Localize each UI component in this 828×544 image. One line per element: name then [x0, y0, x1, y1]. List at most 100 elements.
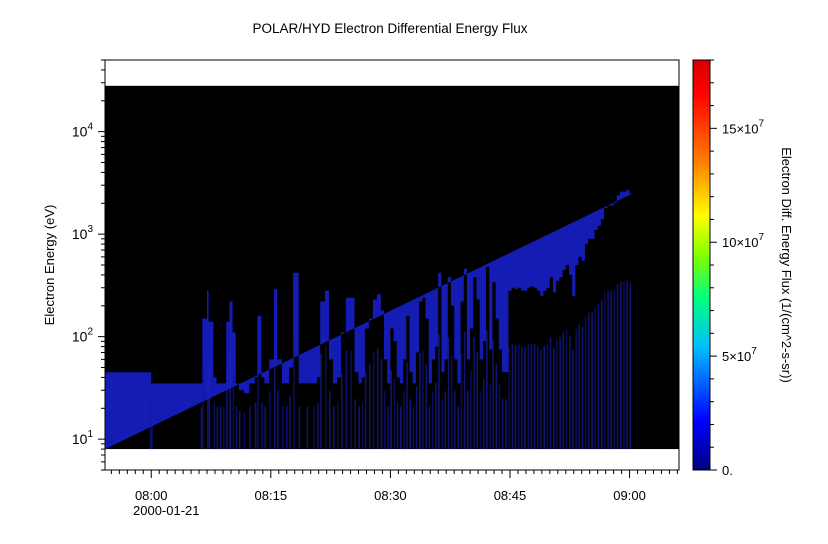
flux-texture-stripe [441, 399, 443, 450]
flux-texture-stripe [380, 359, 383, 450]
y-tick-label: 102 [72, 327, 94, 345]
flux-texture-stripe [235, 406, 238, 450]
flux-texture-stripe [581, 326, 584, 450]
flux-texture-stripe [422, 350, 424, 450]
flux-texture-stripe [492, 340, 494, 450]
flux-texture-stripe [325, 346, 327, 450]
flux-texture-stripe [444, 390, 447, 450]
flux-texture-stripe [387, 406, 389, 450]
flux-texture-stripe [396, 402, 399, 450]
flux-texture-stripe [274, 345, 276, 450]
flux-texture-stripe [223, 406, 225, 450]
flux-texture-stripe [479, 390, 482, 450]
flux-texture-stripe [482, 379, 485, 449]
flux-texture-stripe [337, 402, 339, 450]
flux-texture-stripe [553, 347, 555, 450]
flux-texture-stripe [361, 402, 364, 450]
x-tick-label: 08:15 [255, 488, 288, 503]
flux-texture-stripe [200, 406, 203, 450]
flux-texture-stripe [594, 306, 596, 450]
flux-texture-stripe [527, 344, 529, 450]
flux-texture-stripe [419, 353, 421, 450]
flux-texture-stripe [435, 382, 437, 450]
flux-texture-stripe [616, 284, 619, 449]
colorbar-tick-label: 5×107 [722, 346, 757, 364]
flux-texture-stripe [476, 351, 478, 450]
flux-texture-stripe [508, 346, 510, 450]
flux-texture-stripe [505, 399, 507, 450]
flux-texture-stripe [269, 390, 271, 450]
flux-texture-stripe [543, 346, 545, 450]
flux-texture-stripe [257, 362, 259, 450]
flux-texture-stripe [584, 315, 587, 450]
flux-texture-stripe [460, 353, 463, 450]
flux-texture-stripe [518, 344, 520, 450]
flux-texture-stripe [588, 312, 590, 450]
flux-texture-stripe [511, 344, 514, 450]
flux-texture-stripe [431, 390, 434, 450]
flux-texture-stripe [298, 406, 301, 450]
x-axis: 08:00 08:15 08:30 08:45 09:00 [110, 470, 678, 503]
flux-texture-stripe [546, 344, 549, 450]
flux-texture-stripe [216, 406, 219, 450]
flux-texture-stripe [604, 292, 606, 450]
flux-texture-stripe [329, 390, 331, 450]
flux-texture-stripe [226, 366, 228, 450]
flux-texture-stripe [575, 329, 577, 450]
flux-texture-stripe [249, 406, 251, 450]
flux-texture-stripe [498, 384, 501, 450]
flux-texture-stripe [333, 406, 335, 450]
flux-texture-stripe [626, 280, 628, 449]
flux-texture-stripe [243, 412, 246, 449]
colorbar-tick-label: 15×107 [722, 118, 765, 136]
y-tick-label: 104 [72, 122, 94, 140]
flux-texture-stripe [425, 364, 427, 450]
flux-texture-stripe [451, 355, 453, 449]
flux-texture-stripe [213, 402, 215, 450]
flux-texture-stripe [403, 390, 405, 450]
flux-texture-stripe [384, 390, 386, 450]
flux-texture [105, 280, 632, 450]
colorbar-tick-label: 0. [722, 463, 733, 478]
flux-texture-stripe [208, 366, 211, 450]
flux-texture-stripe [549, 337, 552, 450]
flux-texture-stripe [372, 351, 375, 450]
flux-texture-stripe [438, 334, 440, 450]
plot-area [105, 60, 679, 470]
flux-texture-stripe [620, 281, 622, 450]
flux-texture-stripe [569, 335, 571, 450]
flux-texture-stripe [293, 334, 295, 450]
flux-texture-stripe [289, 396, 291, 450]
flux-texture-stripe [390, 370, 392, 450]
y-axis: 101 102 103 104 [72, 59, 105, 471]
y-tick-label: 103 [72, 224, 94, 242]
flux-texture-stripe [572, 349, 574, 450]
flux-texture-stripe [623, 281, 625, 450]
flux-texture-stripe [533, 344, 536, 450]
flux-texture-stripe [219, 406, 222, 450]
flux-texture-stripe [530, 343, 533, 450]
flux-texture-stripe [354, 399, 356, 450]
flux-texture-stripe [261, 402, 263, 450]
flux-texture-stripe [149, 399, 152, 450]
flux-texture-stripe [428, 406, 431, 450]
flux-texture-stripe [521, 346, 523, 450]
flux-texture-stripe [406, 362, 408, 450]
flux-texture-stripe [629, 282, 632, 450]
x-tick-label: 08:00 [135, 488, 168, 503]
flux-texture-stripe [364, 370, 367, 450]
flux-texture-stripe [591, 312, 593, 450]
flux-texture-stripe [313, 406, 315, 450]
flux-texture-stripe [350, 350, 352, 450]
x-tick-label: 08:45 [494, 488, 527, 503]
flux-texture-stripe [277, 390, 279, 450]
flux-texture-stripe [463, 331, 466, 449]
flux-texture-stripe [537, 346, 539, 450]
flux-texture-stripe [540, 349, 542, 450]
flux-texture-stripe [607, 290, 609, 450]
flux-texture-stripe [565, 329, 568, 450]
flux-texture-stripe [447, 337, 450, 450]
flux-texture-stripe [306, 406, 309, 450]
flux-texture-stripe [470, 370, 472, 450]
